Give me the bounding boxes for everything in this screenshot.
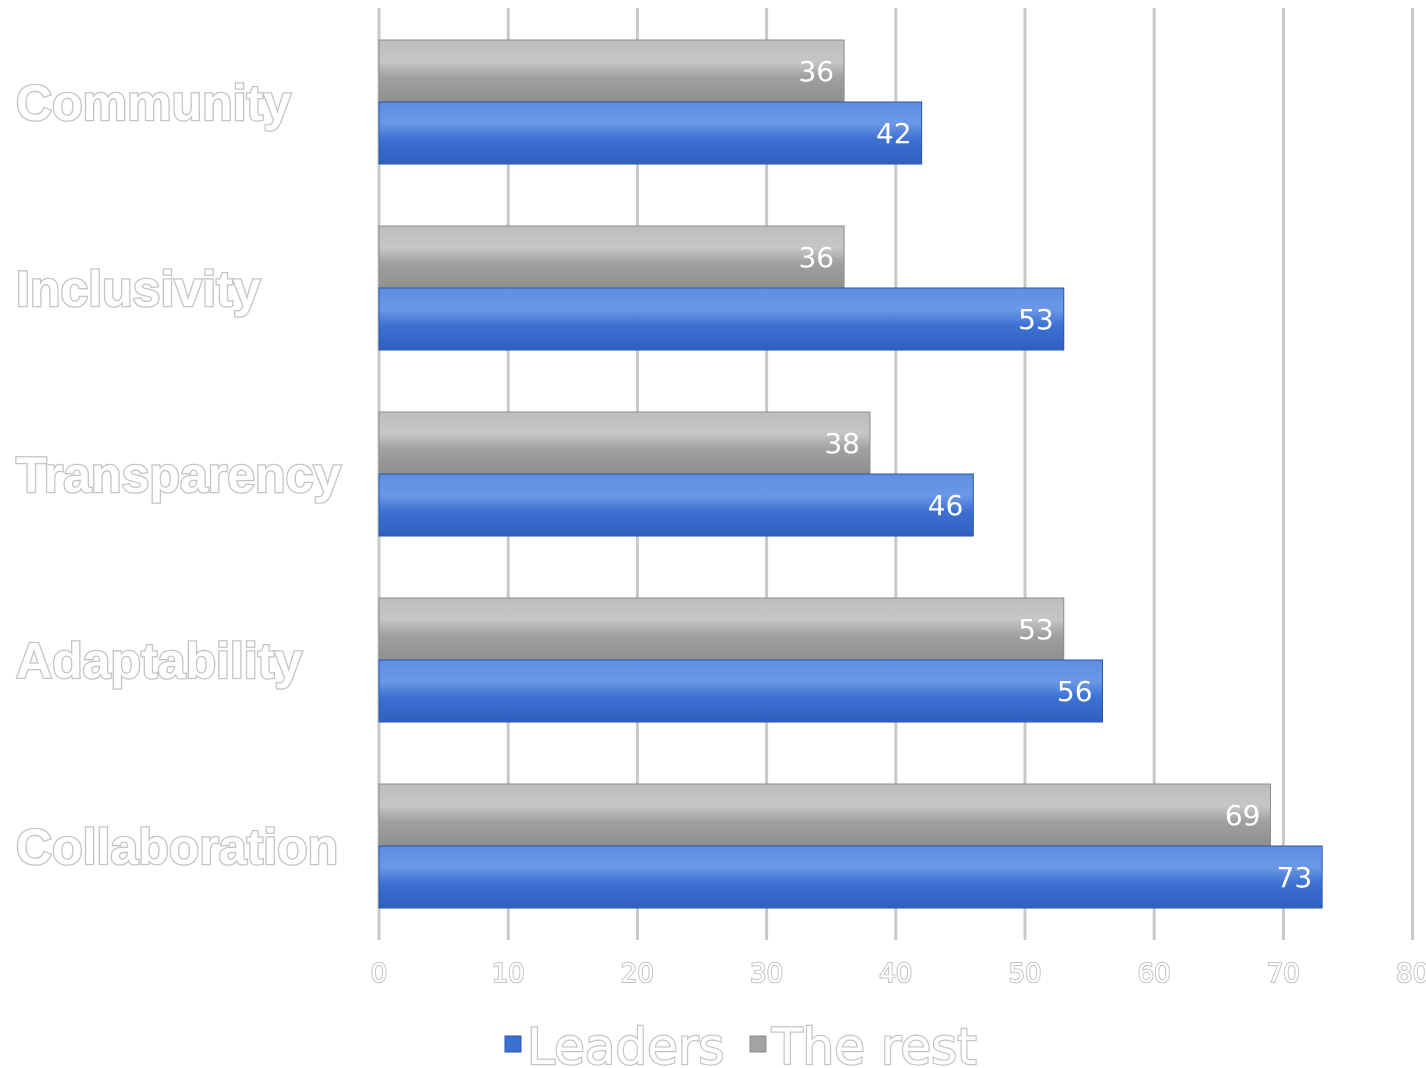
x-tick-label: 70 (1267, 959, 1300, 989)
x-tick-label: 0 (371, 959, 388, 989)
bar-leaders (378, 473, 974, 537)
x-tick-label: 40 (879, 959, 912, 989)
data-label-leaders: 73 (1277, 861, 1313, 894)
x-axis-tick-labels: 0 10 20 30 40 50 60 70 80 (370, 958, 1426, 990)
category-label-inclusivity: Inclusivity (16, 261, 261, 317)
x-tick-label: 10 (492, 959, 525, 989)
legend-label-the-rest: The rest (771, 1018, 977, 1068)
category-label-adaptability: Adaptability (16, 633, 302, 689)
x-tick-label: 80 (1396, 959, 1426, 989)
bar-leaders (378, 101, 923, 165)
legend-swatch-leaders (504, 1035, 522, 1053)
bar-leaders (378, 845, 1323, 909)
bar-the-rest (378, 225, 845, 289)
x-tick-label: 60 (1138, 959, 1171, 989)
bar-the-rest (378, 411, 871, 475)
data-label-leaders: 56 (1057, 675, 1093, 708)
bar-the-rest (378, 597, 1065, 661)
data-label-the-rest: 38 (824, 427, 860, 460)
bar-the-rest (378, 39, 845, 103)
legend-swatch-the-rest (749, 1035, 767, 1053)
x-tick-label: 50 (1008, 959, 1041, 989)
bar-the-rest (378, 783, 1271, 847)
bar-leaders (378, 287, 1065, 351)
x-tick-label: 30 (750, 959, 783, 989)
category-label-community: Community (16, 75, 291, 131)
data-label-leaders: 53 (1018, 303, 1054, 336)
legend: Leaders The rest (504, 1017, 978, 1068)
data-label-the-rest: 53 (1018, 613, 1054, 646)
data-label-the-rest: 36 (798, 55, 834, 88)
category-label-transparency: Transparency (16, 447, 341, 503)
data-label-the-rest: 69 (1225, 799, 1261, 832)
legend-label-leaders: Leaders (527, 1018, 725, 1068)
bar-leaders (378, 659, 1104, 723)
data-label-the-rest: 36 (798, 241, 834, 274)
data-label-leaders: 42 (876, 117, 912, 150)
category-labels: Community Inclusivity Transparency Adaptabi… (15, 74, 343, 877)
category-label-collaboration: Collaboration (16, 819, 338, 875)
x-tick-label: 20 (621, 959, 654, 989)
data-label-leaders: 46 (928, 489, 964, 522)
